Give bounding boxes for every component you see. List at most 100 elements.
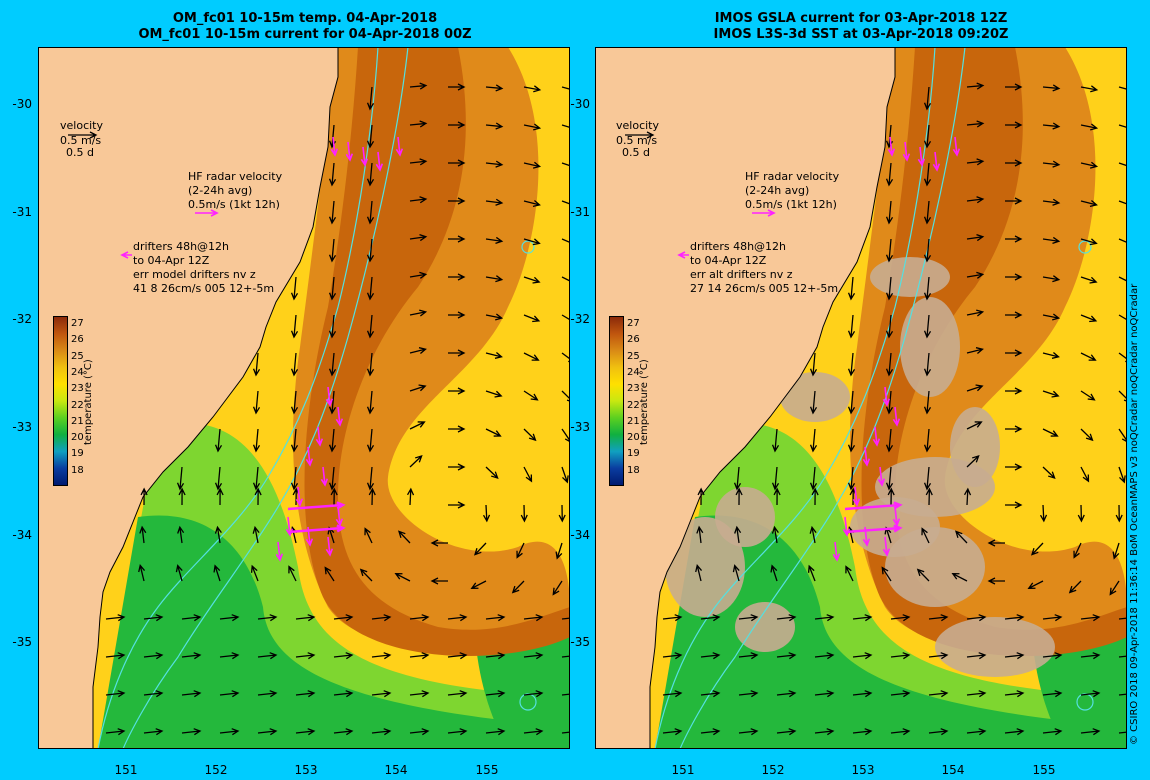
map-frame: [38, 47, 570, 749]
velocity-arrow: [409, 614, 430, 622]
velocity-arrow: [105, 690, 126, 698]
velocity-arrow: [923, 314, 932, 339]
hf-radar-arrow: [877, 466, 886, 487]
velocity-arrow: [847, 276, 856, 301]
velocity-arrow: [966, 690, 987, 698]
velocity-arrow: [847, 352, 856, 377]
velocity-arrow: [885, 162, 894, 187]
hf-radar-arrow: [345, 141, 354, 162]
velocity-arrow: [181, 728, 202, 736]
velocity-arrow: [814, 614, 835, 622]
velocity-arrow: [328, 352, 337, 377]
velocity-arrow: [473, 542, 487, 556]
velocity-arrow: [885, 200, 894, 225]
velocity-arrow: [523, 200, 541, 207]
hf-radar-arrow: [932, 151, 941, 172]
latitude-tick-label: -33: [570, 420, 590, 434]
velocity-arrow: [561, 693, 570, 696]
colorbar-left-title: temperature (°C): [83, 359, 94, 445]
latitude-tick-label: -31: [570, 205, 590, 219]
velocity-arrow: [140, 487, 148, 506]
velocity-arrow: [328, 238, 337, 263]
velocity-arrow: [966, 309, 985, 317]
velocity-arrow: [143, 690, 164, 698]
drifters-line3: err model drifters nv z: [133, 268, 256, 281]
left-title-line1: OM_fc01 10-15m temp. 04-Apr-2018: [172, 11, 438, 26]
velocity-arrow: [1005, 425, 1023, 433]
velocity-arrow: [448, 349, 466, 357]
velocity-arrow: [257, 652, 278, 660]
hf-radar-arrow: [852, 486, 861, 507]
velocity-arrow: [561, 466, 569, 484]
longitude-tick-label: 152: [204, 763, 228, 777]
velocity-arrow: [1042, 428, 1059, 437]
velocity-arrow: [366, 276, 375, 301]
velocity-arrow: [954, 530, 968, 544]
colorbar-label: 24: [71, 366, 84, 378]
velocity-arrow: [885, 466, 894, 491]
velocity-arrow: [561, 617, 570, 620]
velocity-arrow: [409, 196, 428, 204]
velocity-arrow: [409, 384, 427, 392]
colorbar-label: 22: [71, 399, 84, 411]
hf-radar-legend-arrow: [195, 209, 219, 217]
velocity-arrow: [881, 566, 892, 582]
velocity-arrow: [178, 487, 186, 506]
velocity-arrow: [485, 728, 506, 736]
velocity-arrow: [213, 564, 221, 582]
velocity-arrow: [371, 690, 392, 698]
velocity-arrow: [175, 564, 183, 582]
longitude-tick-label: 154: [384, 763, 408, 777]
velocity-arrow: [1004, 652, 1025, 660]
hf-radar-arrow: [892, 506, 901, 527]
velocity-arrow: [1080, 85, 1099, 93]
velocity-arrow: [1077, 504, 1085, 523]
velocity-arrow: [1005, 349, 1023, 357]
velocity-arrow: [216, 487, 224, 506]
velocity-arrow: [847, 428, 856, 453]
velocity-arrow: [1118, 731, 1127, 734]
velocity-arrow: [1004, 728, 1025, 736]
velocity-arrow: [364, 527, 373, 544]
velocity-arrow: [1005, 121, 1023, 129]
velocity-arrow: [366, 314, 375, 339]
velocity-arrow: [252, 428, 261, 453]
velocity-arrow: [1039, 504, 1048, 523]
velocity-arrow: [814, 728, 835, 736]
hf-radar-arrow: [275, 541, 284, 562]
velocity-arrow: [288, 565, 297, 582]
velocity-arrow: [409, 309, 428, 317]
velocity-arrow: [662, 690, 683, 698]
drifter-legend-arrow: [677, 251, 689, 259]
velocity-arrow: [951, 573, 968, 582]
drifters-line4: 41 8 26cm/s 005 12+-5m: [133, 282, 275, 295]
velocity-arrow: [1118, 693, 1127, 696]
velocity-arrow: [447, 614, 468, 622]
velocity-arrow: [485, 351, 503, 359]
isobath-seamount: [1078, 240, 1092, 254]
drifter-legend-arrow: [120, 251, 132, 259]
velocity-arrow: [409, 234, 428, 242]
velocity-arrow: [181, 690, 202, 698]
latitude-tick-label: -30: [12, 97, 32, 111]
velocity-arrow: [1080, 352, 1097, 361]
latitude-tick-label: -35: [570, 635, 590, 649]
velocity-arrow: [1080, 690, 1101, 698]
velocity-arrow: [852, 652, 873, 660]
velocity-arrow: [409, 652, 430, 660]
velocity-arrow: [328, 390, 337, 415]
velocity-arrow: [852, 614, 873, 622]
velocity-days: 0.5 d: [622, 146, 650, 159]
velocity-arrow: [1030, 542, 1044, 556]
colorbar-left: [53, 316, 68, 486]
isobath-seamount: [521, 240, 535, 254]
velocity-arrow: [987, 539, 1005, 547]
right-map-panel: [595, 47, 1127, 749]
velocity-arrow: [1080, 200, 1098, 207]
velocity-arrow: [809, 428, 818, 453]
velocity-arrow: [923, 276, 932, 301]
velocity-arrow: [884, 526, 892, 544]
velocity-arrow: [1042, 275, 1061, 283]
velocity-arrow: [430, 577, 448, 585]
velocity-arrow: [1004, 690, 1025, 698]
